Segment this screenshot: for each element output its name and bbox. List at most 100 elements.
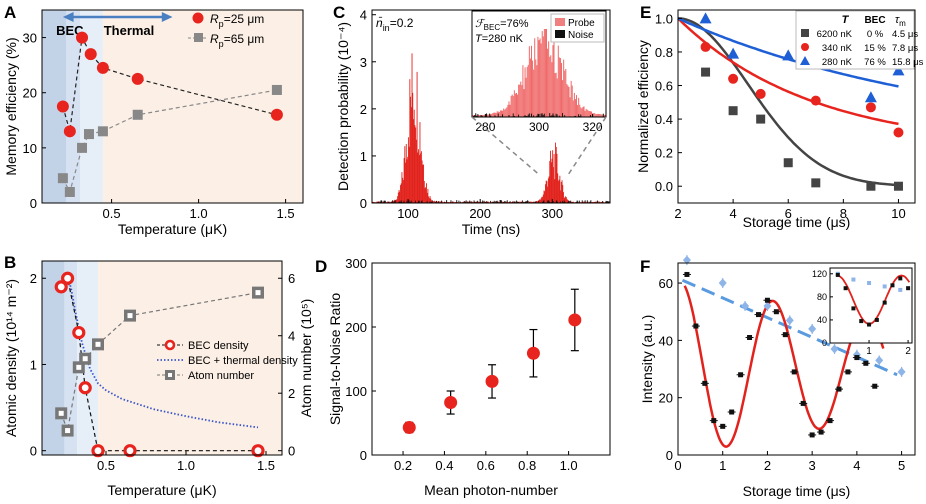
e-y-ticklabel-3: 0.6 xyxy=(655,79,673,94)
f-xlabel: Storage time (μs) xyxy=(743,483,851,499)
b-line-bec-thermal xyxy=(65,275,259,429)
b-point-atom-number-hole-4 xyxy=(95,341,101,347)
e-point-0-6 xyxy=(893,181,903,191)
f-inset-xticklabel-0: 1 xyxy=(866,346,872,357)
f-data-point-17 xyxy=(836,386,842,392)
c-annotation-part-2: =0.2 xyxy=(390,16,414,30)
e-legend-tau-0: 4.5 μs xyxy=(892,29,918,40)
f-inset-ref-1 xyxy=(851,277,856,282)
e-point-1-1 xyxy=(728,73,739,84)
a-point-25um-3 xyxy=(84,48,97,61)
panel-letter-F: F xyxy=(640,257,650,276)
e-point-0-5 xyxy=(866,181,876,191)
e-legend-BEC-0: 0 % xyxy=(867,29,884,40)
e-legend-header-tau-part-1: m xyxy=(899,19,906,28)
a-region-thermal xyxy=(102,10,304,203)
c-zoom-line-right xyxy=(567,116,607,176)
f-frame xyxy=(677,262,916,456)
f-inset-data-8 xyxy=(898,276,903,281)
f-data-point-4 xyxy=(720,423,726,429)
e-point-2-0 xyxy=(699,12,712,24)
c-y-ticklabel-0: 0 xyxy=(360,196,367,211)
f-inset-ref-2 xyxy=(867,281,872,285)
f-y-ticklabel-3: 60 xyxy=(659,276,673,291)
e-legend-T-0: 6200 nK xyxy=(817,29,853,40)
a-point-65um-5 xyxy=(132,109,143,120)
c-annotation-part-1: in xyxy=(383,23,390,33)
b-point-bec-density-5 xyxy=(123,444,137,458)
a-point-25um-4 xyxy=(96,61,109,74)
b-point-bec-density-0 xyxy=(54,280,68,294)
f-ref-point-1 xyxy=(718,278,727,288)
b-point-bec-density-3 xyxy=(78,381,92,395)
b-region-thermal xyxy=(98,261,282,455)
e-y-ticklabel-4: 0.8 xyxy=(655,45,673,60)
c-xlabel: Time (ns) xyxy=(462,221,521,237)
e-legend-tau-2: 15.8 μs xyxy=(892,57,924,68)
c-inset-fidelity-part-0: ℱ xyxy=(475,18,486,30)
a-region-mixed-2 xyxy=(80,10,103,203)
f-ref-point-4 xyxy=(785,315,794,325)
f-data-point-16 xyxy=(827,418,833,424)
d-xlabel: Mean photon-number xyxy=(424,482,558,498)
c-legend-probe-swatch xyxy=(555,18,565,26)
b-point-bec-density-6 xyxy=(251,444,265,458)
e-legend-header-T: T xyxy=(842,14,850,26)
panel-letter-A: A xyxy=(4,3,16,22)
d-point-3 xyxy=(526,346,540,360)
d-x-ticklabel-4: 1.0 xyxy=(560,458,578,473)
a-ylabel: Memory efficiency (%) xyxy=(3,37,19,175)
f-inset-ref-3 xyxy=(882,284,887,289)
f-data-point-15 xyxy=(818,429,824,435)
e-legend-T-1: 340 nK xyxy=(822,43,853,54)
f-data-point-7 xyxy=(747,335,753,341)
f-inset-fit xyxy=(835,274,911,325)
f-ref-point-8 xyxy=(875,355,884,365)
c-legend-noise-label: Noise xyxy=(568,30,594,41)
b-legend-bec-marker xyxy=(164,339,176,351)
b-y2-ticklabel-1: 2 xyxy=(288,386,295,401)
e-point-0-0 xyxy=(701,67,711,77)
b-y-ticklabel-1: 1 xyxy=(30,357,37,372)
a-x-ticklabel-2: 1.5 xyxy=(277,206,295,221)
d-y-ticklabel-1: 100 xyxy=(345,384,367,399)
e-y-ticklabel-0: 0.0 xyxy=(655,179,673,194)
c-inset-fidelity: ℱBEC=76% xyxy=(475,18,529,32)
e-x-ticklabel-2: 6 xyxy=(785,206,792,221)
d-x-ticklabel-1: 0.4 xyxy=(435,458,453,473)
f-data-point-18 xyxy=(845,369,851,375)
e-point-0-4 xyxy=(811,178,821,188)
c-legend-probe-label: Probe xyxy=(568,18,595,29)
f-inset-data-3 xyxy=(859,319,864,324)
a-point-25um-6 xyxy=(270,108,283,121)
a-x-ticklabel-0: 0.5 xyxy=(103,206,121,221)
e-x-ticklabel-0: 2 xyxy=(674,206,681,221)
a-legend-65um-part-1: p xyxy=(219,39,224,49)
e-legend-BEC-1: 15 % xyxy=(864,43,886,54)
e-legend-box xyxy=(795,10,915,70)
f-inset-frame xyxy=(829,267,913,344)
d-frame xyxy=(371,262,611,456)
f-data-point-8 xyxy=(755,312,761,318)
f-y-ticklabel-1: 20 xyxy=(659,391,673,406)
f-data-point-2 xyxy=(702,380,708,386)
a-legend-25um-part-2: =25 μm xyxy=(224,12,265,26)
b-point-atom-number-hole-2 xyxy=(76,364,82,370)
e-legend-marker-0 xyxy=(801,29,809,37)
f-inset-yticklabel-0: 0 xyxy=(822,338,827,348)
f-ref-point-3 xyxy=(763,301,772,311)
e-point-0-1 xyxy=(728,106,738,116)
d-point-1 xyxy=(444,396,458,410)
c-inset-temperature-part-1: =280 nK xyxy=(482,33,524,45)
b-point-bec-density-4 xyxy=(91,444,105,458)
b-xlabel: Temperature (μK) xyxy=(107,482,216,498)
e-legend-marker-1 xyxy=(801,43,809,51)
a-point-25um-5 xyxy=(131,72,144,85)
f-inset-data-2 xyxy=(851,306,856,311)
b-x-ticklabel-1: 1.0 xyxy=(177,458,195,473)
c-inset-ticklabel-2: 320 xyxy=(583,120,603,134)
f-inset-data-9 xyxy=(906,286,911,291)
f-data-point-11 xyxy=(782,332,788,338)
a-legend-25um-part-1: p xyxy=(219,19,224,29)
a-y-ticklabel-1: 10 xyxy=(23,141,37,156)
